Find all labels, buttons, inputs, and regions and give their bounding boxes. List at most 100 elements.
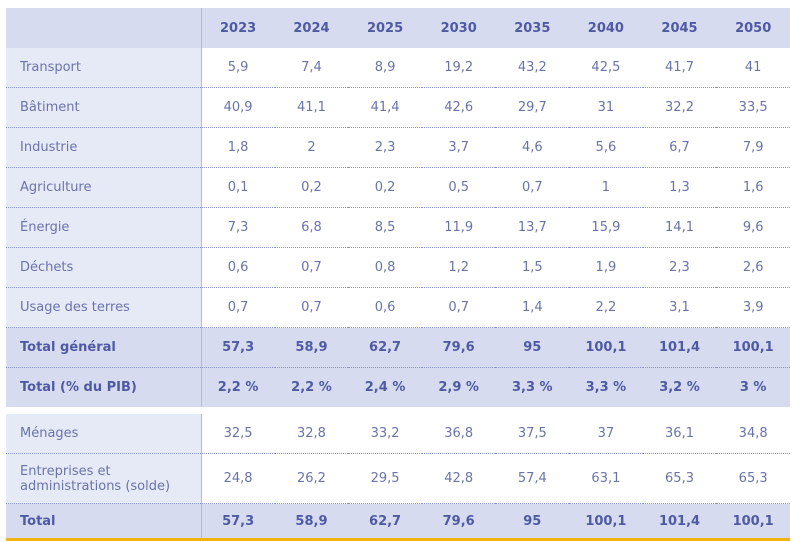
- table-cell: 95: [495, 503, 570, 541]
- table-cell: 32,5: [201, 414, 275, 454]
- total-pib-row: Total (% du PIB) 2,2 % 2,2 % 2,4 % 2,9 % 3,3 …: [6, 367, 790, 407]
- table-cell: 36,1: [642, 414, 717, 454]
- table-cell: 2: [274, 127, 349, 168]
- table-cell: 1,2: [421, 247, 496, 288]
- investment-table-container: 2023 2024 2025 2030 2035 2040 2045 2050 Transpo…: [6, 8, 790, 541]
- investment-table: 2023 2024 2025 2030 2035 2040 2045 2050 Transpo…: [6, 8, 790, 541]
- header-row: 2023 2024 2025 2030 2035 2040 2045 2050: [6, 8, 790, 48]
- table-cell: 0,7: [495, 167, 570, 208]
- gap-cell: [569, 407, 643, 414]
- table-cell: 58,9: [274, 503, 349, 541]
- table-cell: 3,3 %: [569, 367, 643, 407]
- table-cell: 41,4: [348, 87, 422, 128]
- table-cell: 2,3: [348, 127, 422, 168]
- table-cell: 3,1: [642, 287, 717, 328]
- section-gap: [6, 407, 790, 414]
- table-row: Ménages 32,5 32,8 33,2 36,8 37,5 37 36,1 34,8: [6, 414, 790, 454]
- row-label: Ménages: [6, 414, 202, 454]
- row-label: Transport: [6, 48, 202, 88]
- table-cell: 5,9: [201, 48, 275, 88]
- table-cell: 0,2: [348, 167, 422, 208]
- table-row: Usage des terres 0,7 0,7 0,6 0,7 1,4 2,2 3,1 3,9: [6, 287, 790, 328]
- table-cell: 0,1: [201, 167, 275, 208]
- table-cell: 0,5: [421, 167, 496, 208]
- row-label: Total (% du PIB): [6, 367, 202, 407]
- table-cell: 8,9: [348, 48, 422, 88]
- gap-cell: [201, 407, 275, 414]
- table-cell: 79,6: [421, 503, 496, 541]
- table-cell: 100,1: [716, 327, 790, 368]
- table-cell: 0,7: [274, 247, 349, 288]
- table-row: Industrie 1,8 2 2,3 3,7 4,6 5,6 6,7 7,9: [6, 127, 790, 168]
- table-cell: 19,2: [421, 48, 496, 88]
- table-cell: 13,7: [495, 207, 570, 248]
- table-cell: 36,8: [421, 414, 496, 454]
- table-cell: 3,3 %: [495, 367, 570, 407]
- table-cell: 100,1: [569, 327, 643, 368]
- row-label: Bâtiment: [6, 87, 202, 128]
- table-cell: 4,6: [495, 127, 570, 168]
- table-cell: 33,2: [348, 414, 422, 454]
- table-cell: 3,9: [716, 287, 790, 328]
- table-cell: 2,6: [716, 247, 790, 288]
- table-cell: 29,7: [495, 87, 570, 128]
- total-general-row: Total général 57,3 58,9 62,7 79,6 95 100,1 101,…: [6, 327, 790, 368]
- table-cell: 57,3: [201, 503, 275, 541]
- table-cell: 79,6: [421, 327, 496, 368]
- row-label: Déchets: [6, 247, 202, 288]
- table-cell: 62,7: [348, 327, 422, 368]
- table-cell: 6,7: [642, 127, 717, 168]
- table-cell: 1,6: [716, 167, 790, 208]
- gap-cell: [6, 407, 202, 414]
- table-cell: 15,9: [569, 207, 643, 248]
- table-cell: 2,3: [642, 247, 717, 288]
- gap-cell: [348, 407, 422, 414]
- table-cell: 37,5: [495, 414, 570, 454]
- header-corner: [6, 8, 202, 48]
- table-cell: 0,7: [201, 287, 275, 328]
- table-cell: 1,8: [201, 127, 275, 168]
- row-label: Total général: [6, 327, 202, 368]
- table-cell: 58,9: [274, 327, 349, 368]
- table-cell: 0,8: [348, 247, 422, 288]
- row-label: Énergie: [6, 207, 202, 248]
- table-cell: 1: [569, 167, 643, 208]
- year-header: 2040: [569, 8, 643, 48]
- table-row: Agriculture 0,1 0,2 0,2 0,5 0,7 1 1,3 1,6: [6, 167, 790, 208]
- table-cell: 41,1: [274, 87, 349, 128]
- table-row: Transport 5,9 7,4 8,9 19,2 43,2 42,5 41,7 41: [6, 48, 790, 88]
- table-cell: 2,2: [569, 287, 643, 328]
- table-cell: 3,7: [421, 127, 496, 168]
- table-cell: 32,8: [274, 414, 349, 454]
- table-cell: 7,3: [201, 207, 275, 248]
- table-cell: 6,8: [274, 207, 349, 248]
- table-cell: 11,9: [421, 207, 496, 248]
- table-cell: 32,2: [642, 87, 717, 128]
- gap-cell: [274, 407, 349, 414]
- year-header: 2023: [201, 8, 275, 48]
- table-cell: 65,3: [716, 453, 790, 504]
- total-row: Total 57,3 58,9 62,7 79,6 95 100,1 101,4 100,1: [6, 503, 790, 541]
- table-cell: 0,7: [274, 287, 349, 328]
- table-cell: 9,6: [716, 207, 790, 248]
- year-header: 2050: [716, 8, 790, 48]
- table-cell: 62,7: [348, 503, 422, 541]
- row-label: Industrie: [6, 127, 202, 168]
- gap-cell: [642, 407, 717, 414]
- table-cell: 2,2 %: [274, 367, 349, 407]
- table-cell: 95: [495, 327, 570, 368]
- table-cell: 42,5: [569, 48, 643, 88]
- table-cell: 0,2: [274, 167, 349, 208]
- table-cell: 5,6: [569, 127, 643, 168]
- table-cell: 63,1: [569, 453, 643, 504]
- table-cell: 100,1: [716, 503, 790, 541]
- table-cell: 101,4: [642, 503, 717, 541]
- table-row: Entreprises et administrations (solde) 24,…: [6, 453, 790, 504]
- table-cell: 40,9: [201, 87, 275, 128]
- table-cell: 3 %: [716, 367, 790, 407]
- year-header: 2024: [274, 8, 349, 48]
- table-cell: 101,4: [642, 327, 717, 368]
- table-cell: 43,2: [495, 48, 570, 88]
- table-cell: 0,7: [421, 287, 496, 328]
- table-cell: 24,8: [201, 453, 275, 504]
